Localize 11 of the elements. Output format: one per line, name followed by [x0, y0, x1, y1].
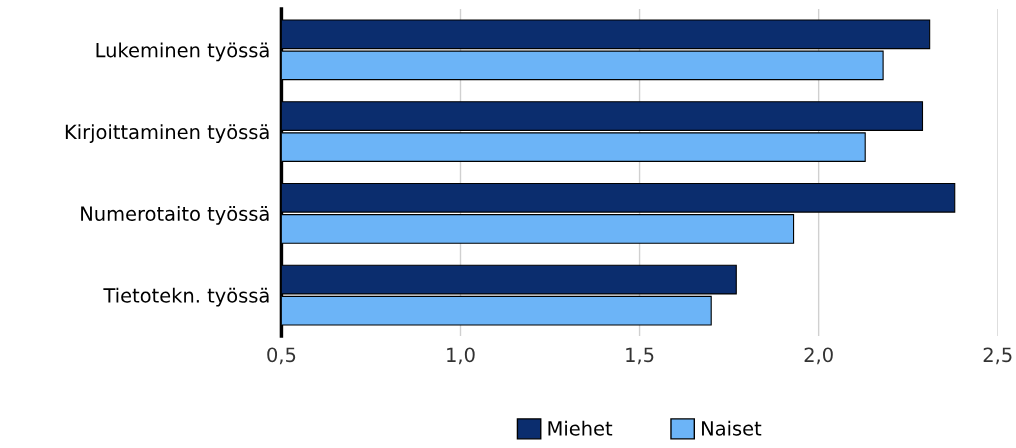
legend-label: Miehet: [548, 420, 613, 436]
y-tick-label: Lukeminen työssä: [96, 42, 269, 62]
x-tick-label: 2,0: [804, 347, 833, 365]
y-tick-label: Tietotekn. työssä: [103, 287, 269, 307]
x-tick-label: 0,5: [267, 347, 296, 365]
y-tick-label: Numerotaito työssä: [81, 205, 269, 225]
legend-label: Naiset: [702, 420, 762, 436]
x-tick-label: 2,5: [983, 347, 1012, 365]
x-tick-label: 1,5: [626, 347, 654, 365]
y-tick-label: Kirjoittaminen työssä: [65, 124, 269, 144]
x-tick-label: 1,0: [447, 347, 475, 365]
